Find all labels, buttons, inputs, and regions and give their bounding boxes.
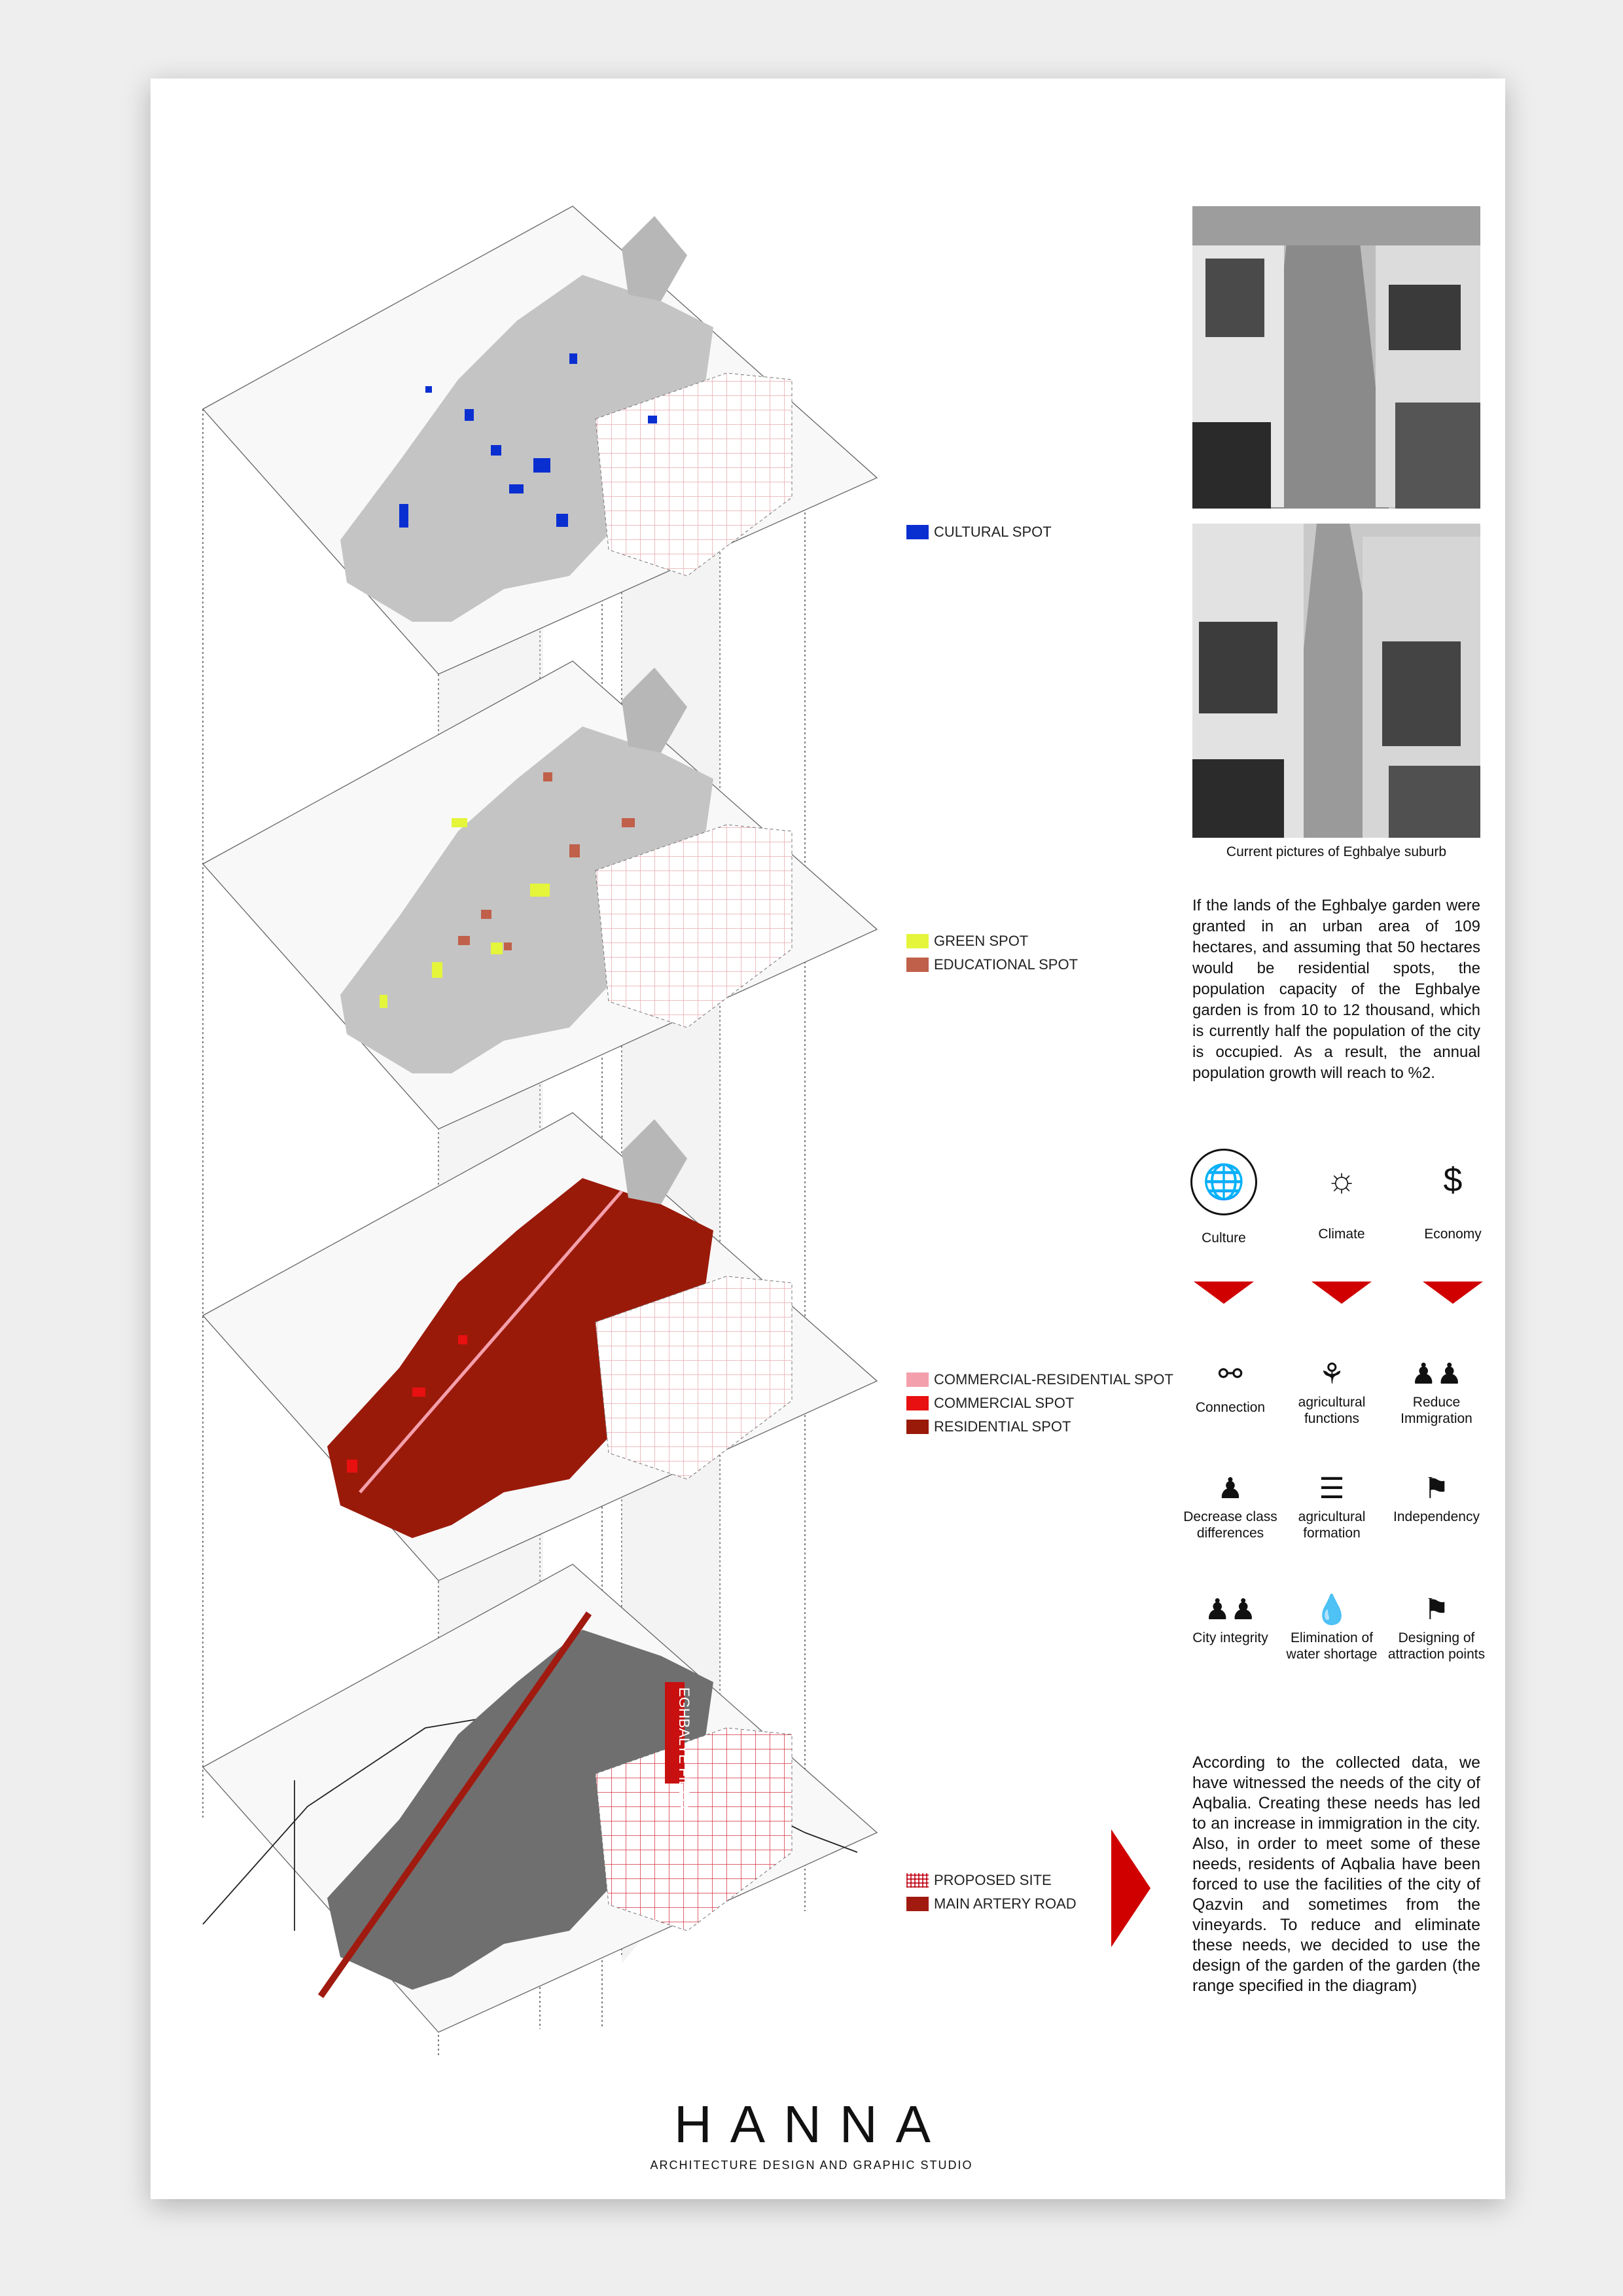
photo-1-image (1192, 206, 1480, 509)
swatch-comres (906, 1372, 929, 1387)
logo: HANNA (673, 2095, 950, 2153)
swatch-artery (906, 1897, 929, 1911)
need-agricultural-functions: ⚘ agricultural functions (1279, 1355, 1384, 1427)
need-reduce-immigration: ♟♟ Reduce Immigration (1384, 1355, 1489, 1427)
flag-person-icon: ⚑ (1423, 1473, 1450, 1505)
layer-cultural (202, 206, 878, 675)
field-rows-icon: ☰ (1319, 1473, 1345, 1505)
swatch-residential (906, 1420, 929, 1434)
legend-label: COMMERCIAL-RESIDENTIAL SPOT (934, 1371, 1173, 1388)
legend-item-commercial: COMMERCIAL SPOT (906, 1391, 1173, 1415)
main-icon-economy: $ Economy (1400, 1149, 1505, 1242)
need-attraction-points: ⚑ Designing of attraction points (1384, 1590, 1489, 1662)
down-arrow-icon (1423, 1282, 1483, 1304)
landmark-pin-icon: ⚑ (1423, 1594, 1450, 1626)
swatch-proposed (906, 1873, 929, 1888)
photo-caption: Current pictures of Eghbalye suburb (1226, 844, 1447, 859)
need-label: Designing of attraction points (1387, 1630, 1486, 1662)
legend-label: COMMERCIAL SPOT (934, 1395, 1075, 1411)
swatch-green (906, 934, 929, 948)
swatch-cultural (906, 525, 929, 539)
population-paragraph: If the lands of the Eghbalye garden were… (1192, 897, 1480, 1082)
swatch-educational (906, 958, 929, 972)
logo-subtitle: ARCHITECTURE DESIGN AND GRAPHIC STUDIO (650, 2159, 973, 2172)
legend-label: CULTURAL SPOT (934, 524, 1052, 540)
person-dollar-icon: $ (1443, 1160, 1463, 1199)
people-money-icon: ♟ (1217, 1473, 1243, 1505)
need-connection: ⚯ Connection (1178, 1355, 1283, 1416)
legend-label: GREEN SPOT (934, 933, 1029, 949)
water-hand-icon: 💧 (1313, 1594, 1350, 1626)
need-label: Decrease class differences (1183, 1509, 1277, 1541)
legend-item-proposed: PROPOSED SITE (906, 1869, 1077, 1892)
sun-cycle-icon: ☼ (1326, 1160, 1357, 1199)
need-label: Reduce Immigration (1400, 1395, 1472, 1426)
legend-item-educational: EDUCATIONAL SPOT (906, 953, 1078, 977)
need-label: City integrity (1192, 1630, 1268, 1645)
legend-group-4: PROPOSED SITE MAIN ARTERY ROAD (906, 1869, 1077, 1916)
swatch-commercial (906, 1396, 929, 1410)
layer-proposed-site: EGHBALYE FIELD (202, 1564, 878, 2033)
legend-item-green: GREEN SPOT (906, 929, 1078, 953)
need-label: Independency (1393, 1509, 1480, 1524)
need-label: agricultural formation (1298, 1509, 1366, 1541)
street-photo-2 (1192, 524, 1480, 838)
need-label: Elimination of water shortage (1286, 1630, 1378, 1662)
needs-paragraph: According to the collected data, we have… (1192, 1753, 1480, 1995)
legend-item-comres: COMMERCIAL-RESIDENTIAL SPOT (906, 1368, 1173, 1391)
need-independency: ⚑ Independency (1384, 1469, 1489, 1525)
need-water-shortage: 💧 Elimination of water shortage (1279, 1590, 1384, 1662)
main-icon-label: Economy (1424, 1227, 1482, 1242)
need-label: agricultural functions (1298, 1395, 1366, 1426)
down-arrow-icon (1311, 1282, 1372, 1304)
need-label: Connection (1195, 1400, 1266, 1415)
network-people-icon: ⚯ (1218, 1358, 1243, 1390)
street-photo-1 (1192, 206, 1480, 509)
need-city-integrity: ♟♟ City integrity (1178, 1590, 1283, 1646)
legend-label: RESIDENTIAL SPOT (934, 1418, 1071, 1435)
stack-svg: EGHBALYE FIELD (202, 206, 878, 2055)
legend-item-cultural: CULTURAL SPOT (906, 520, 1052, 544)
down-arrow-icon (1194, 1282, 1254, 1304)
right-arrow-icon (1111, 1829, 1150, 1947)
legend-item-artery: MAIN ARTERY ROAD (906, 1892, 1077, 1916)
main-icon-culture: 🌐 Culture (1171, 1149, 1276, 1246)
legend-group-3: COMMERCIAL-RESIDENTIAL SPOT COMMERCIAL S… (906, 1368, 1173, 1439)
legend-label: PROPOSED SITE (934, 1872, 1052, 1888)
legend-group-2: GREEN SPOT EDUCATIONAL SPOT (906, 929, 1078, 977)
layer-green-educational (202, 660, 878, 1130)
photo-2-image (1192, 524, 1480, 838)
family-icon: ♟♟ (1410, 1358, 1463, 1390)
need-decrease-class-differences: ♟ Decrease class differences (1178, 1469, 1283, 1541)
legend-group-1: CULTURAL SPOT (906, 520, 1052, 544)
layer-stack-diagram: EGHBALYE FIELD (151, 79, 903, 2199)
main-icon-climate: ☼ Climate (1289, 1149, 1394, 1242)
legend-label: EDUCATIONAL SPOT (934, 956, 1079, 973)
main-icon-label: Climate (1318, 1227, 1365, 1242)
globe-people-icon: 🌐 (1190, 1149, 1257, 1215)
farmer-icon: ⚘ (1319, 1358, 1345, 1390)
field-label: EGHBALYE FIELD (676, 1687, 692, 1808)
legend-label: MAIN ARTERY ROAD (934, 1895, 1077, 1912)
legend-item-residential: RESIDENTIAL SPOT (906, 1415, 1173, 1439)
layer-commercial-residential (202, 1112, 878, 1581)
main-icon-label: Culture (1202, 1230, 1246, 1246)
need-agricultural-formation: ☰ agricultural formation (1279, 1469, 1384, 1541)
joined-people-icon: ♟♟ (1204, 1594, 1257, 1626)
